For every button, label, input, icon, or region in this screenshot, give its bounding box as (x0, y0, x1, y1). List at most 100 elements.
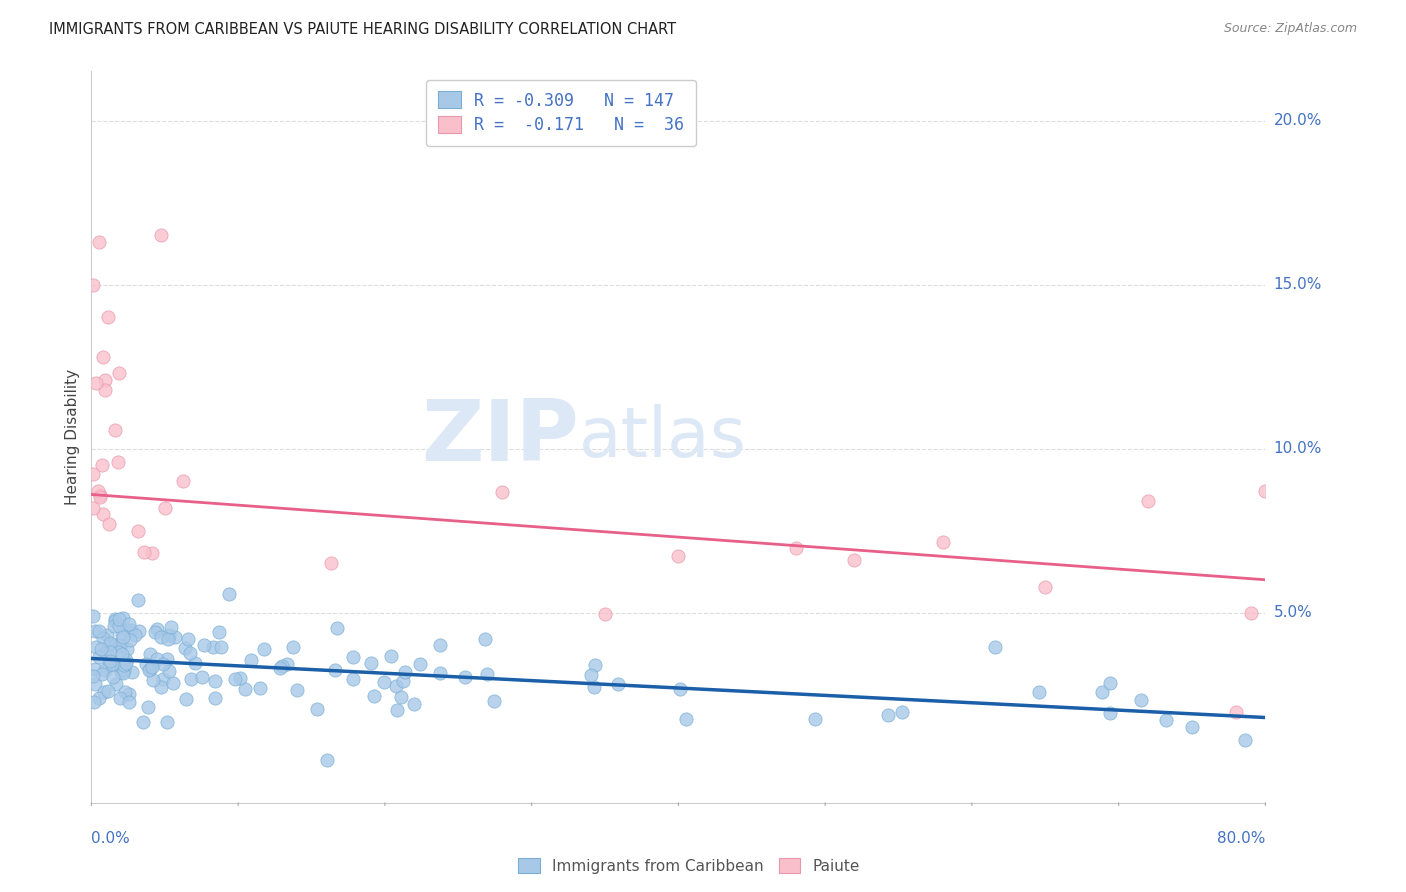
Point (112, 611, 135, 625)
Point (83, 695, 105, 709)
Point (316, 753, 339, 767)
Point (111, 665, 134, 680)
Point (100, 657, 122, 672)
Point (204, 673, 226, 688)
Point (87, 624, 110, 639)
Point (844, 553, 866, 567)
Point (118, 687, 141, 701)
Text: Source: ZipAtlas.com: Source: ZipAtlas.com (1223, 22, 1357, 36)
Point (394, 665, 416, 679)
Point (326, 621, 349, 635)
Point (1225, 706, 1247, 720)
Point (82, 501, 104, 516)
Point (209, 640, 232, 655)
Point (141, 659, 163, 673)
Point (149, 630, 172, 644)
Point (305, 702, 328, 716)
Point (1033, 580, 1056, 594)
Legend: R = -0.309   N = 147, R =  -0.171   N =  36: R = -0.309 N = 147, R = -0.171 N = 36 (426, 79, 696, 146)
Point (118, 616, 141, 631)
Point (146, 622, 169, 636)
Point (363, 689, 385, 703)
Point (1099, 706, 1122, 721)
Point (143, 624, 166, 639)
Point (98, 635, 121, 649)
Point (139, 647, 162, 661)
Point (342, 672, 364, 686)
Text: 5.0%: 5.0% (1274, 605, 1312, 620)
Point (114, 685, 136, 699)
Point (149, 680, 172, 694)
Point (97, 517, 120, 532)
Point (115, 653, 138, 667)
Point (163, 630, 186, 644)
Point (389, 690, 412, 705)
Point (269, 661, 291, 675)
Point (108, 638, 131, 652)
Point (240, 652, 263, 666)
Point (90, 641, 112, 656)
Point (429, 666, 451, 681)
Point (931, 534, 953, 549)
Point (93, 685, 115, 699)
Point (1254, 483, 1277, 498)
Point (229, 671, 252, 685)
Point (668, 681, 690, 696)
Point (157, 628, 180, 642)
Point (82, 467, 104, 481)
Point (218, 587, 240, 601)
Point (87, 691, 110, 706)
Point (127, 593, 149, 607)
Point (235, 681, 257, 696)
Point (193, 638, 215, 652)
Point (114, 656, 136, 670)
Point (82, 608, 104, 623)
Text: 15.0%: 15.0% (1274, 277, 1322, 292)
Point (174, 691, 197, 706)
Text: ZIP: ZIP (420, 395, 579, 479)
Point (107, 619, 129, 633)
Y-axis label: Hearing Disability: Hearing Disability (65, 369, 80, 505)
Point (891, 705, 914, 719)
Point (98, 654, 121, 668)
Point (97, 657, 120, 672)
Point (87, 649, 110, 664)
Point (204, 690, 226, 705)
Point (120, 624, 142, 638)
Point (91, 458, 114, 472)
Point (593, 607, 616, 621)
Point (112, 630, 135, 644)
Point (583, 658, 606, 673)
Point (89, 488, 111, 502)
Text: 20.0%: 20.0% (1274, 113, 1322, 128)
Point (94, 646, 117, 660)
Point (160, 620, 183, 634)
Point (249, 681, 271, 696)
Point (94, 373, 117, 387)
Point (104, 423, 127, 437)
Point (179, 646, 201, 660)
Point (1181, 720, 1204, 734)
Point (579, 668, 602, 682)
Point (132, 715, 155, 730)
Point (118, 633, 141, 648)
Point (281, 640, 304, 655)
Point (319, 556, 342, 570)
Point (97, 310, 120, 325)
Point (87, 235, 110, 249)
Point (191, 670, 214, 684)
Point (96, 628, 118, 642)
Point (285, 683, 308, 698)
Point (108, 645, 131, 659)
Point (84, 662, 107, 676)
Point (110, 665, 132, 679)
Point (132, 545, 155, 559)
Point (172, 475, 194, 489)
Point (105, 677, 128, 691)
Point (583, 680, 606, 694)
Point (108, 612, 131, 626)
Point (984, 640, 1007, 654)
Point (323, 663, 346, 677)
Point (111, 628, 134, 642)
Point (98, 645, 121, 659)
